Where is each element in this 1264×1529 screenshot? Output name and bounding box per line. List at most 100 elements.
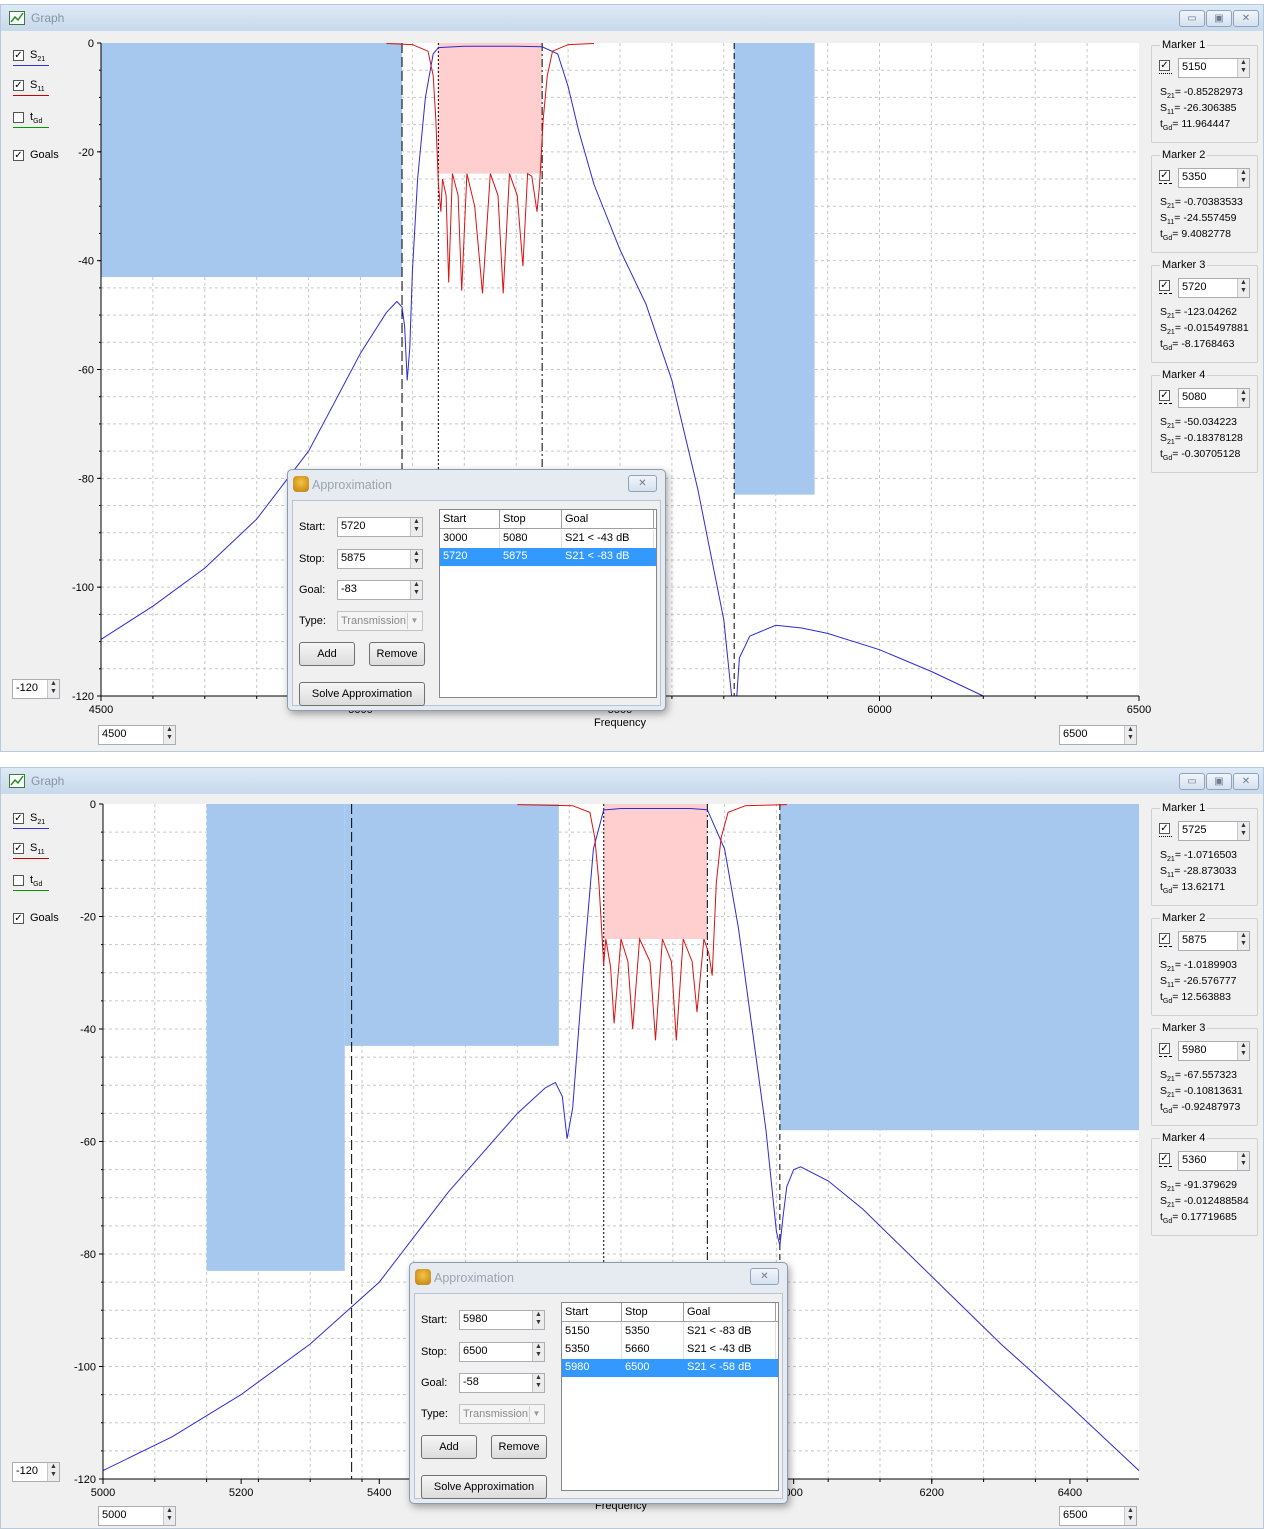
solve-approximation-button[interactable]: Solve Approximation (421, 1475, 547, 1499)
marker-checkbox[interactable]: ✓ (1159, 60, 1170, 71)
xmax-spinner[interactable]: ▲▼ (1059, 1506, 1137, 1526)
checkbox[interactable]: ✓ (13, 843, 24, 854)
goal-input[interactable] (341, 583, 401, 595)
column-header[interactable]: Stop (622, 1303, 684, 1321)
xmax-input[interactable] (1063, 1509, 1123, 1521)
goal-spinner[interactable]: ▲▼ (459, 1373, 545, 1393)
marker-frequency-spinner[interactable]: ▲▼ (1178, 1041, 1250, 1061)
marker-frequency-spinner[interactable]: ▲▼ (1178, 168, 1250, 188)
marker-frequency-spinner[interactable]: ▲▼ (1178, 388, 1250, 408)
spin-arrows[interactable]: ▲ ▼ (163, 1507, 175, 1525)
remove-button[interactable]: Remove (369, 642, 425, 666)
spin-arrows[interactable]: ▲ ▼ (1237, 169, 1249, 187)
stop-spinner[interactable]: ▲▼ (459, 1342, 545, 1362)
marker-frequency-input[interactable] (1182, 61, 1232, 73)
spin-arrows[interactable]: ▲ ▼ (1124, 1507, 1136, 1525)
stop-input[interactable] (341, 552, 401, 564)
start-input[interactable] (341, 520, 401, 532)
add-button[interactable]: Add (299, 642, 355, 666)
minimize-button[interactable]: ▭ (1179, 773, 1205, 790)
ymin-spinner[interactable]: ▲▼ (12, 679, 60, 699)
checkbox[interactable]: ✓ (13, 150, 24, 161)
spin-arrows[interactable]: ▲ ▼ (410, 550, 422, 568)
checkbox[interactable] (13, 875, 24, 886)
remove-button[interactable]: Remove (491, 1435, 547, 1459)
spin-arrows[interactable]: ▲ ▼ (1237, 822, 1249, 840)
maximize-button[interactable]: ▣ (1206, 10, 1232, 27)
spin-arrows[interactable]: ▲ ▼ (410, 581, 422, 599)
stop-input[interactable] (463, 1345, 523, 1357)
start-input[interactable] (463, 1313, 523, 1325)
marker-frequency-spinner[interactable]: ▲▼ (1178, 821, 1250, 841)
add-button[interactable]: Add (421, 1435, 477, 1459)
spin-arrows[interactable]: ▲ ▼ (410, 518, 422, 536)
dialog-close-button[interactable]: ✕ (628, 475, 657, 492)
marker-frequency-spinner[interactable]: ▲▼ (1178, 931, 1250, 951)
goal-row[interactable]: 5150 5350 S21 < -83 dB (562, 1323, 778, 1341)
spin-arrows[interactable]: ▲ ▼ (1237, 1152, 1249, 1170)
ymin-spinner[interactable]: ▲▼ (12, 1462, 60, 1482)
spin-arrows[interactable]: ▲ ▼ (532, 1343, 544, 1361)
marker-frequency-input[interactable] (1182, 281, 1232, 293)
marker-checkbox[interactable]: ✓ (1159, 823, 1170, 834)
goal-row[interactable]: 3000 5080 S21 < -43 dB (440, 530, 656, 548)
checkbox[interactable]: ✓ (13, 50, 24, 61)
marker-frequency-input[interactable] (1182, 171, 1232, 183)
spin-arrows[interactable]: ▲ ▼ (1237, 1042, 1249, 1060)
close-button[interactable]: ✕ (1233, 773, 1259, 790)
marker-frequency-input[interactable] (1182, 1044, 1232, 1056)
goal-spinner[interactable]: ▲▼ (337, 580, 423, 600)
column-header[interactable]: Goal (684, 1303, 776, 1321)
solve-approximation-button[interactable]: Solve Approximation (299, 682, 425, 706)
minimize-button[interactable]: ▭ (1179, 10, 1205, 27)
xmin-spinner[interactable]: ▲▼ (98, 1506, 176, 1526)
spin-arrows[interactable]: ▲ ▼ (1237, 279, 1249, 297)
marker-frequency-input[interactable] (1182, 1154, 1232, 1166)
marker-checkbox[interactable]: ✓ (1159, 280, 1170, 291)
goal-row[interactable]: 5720 5875 S21 < -83 dB (440, 548, 656, 566)
marker-frequency-spinner[interactable]: ▲▼ (1178, 58, 1250, 78)
xmin-spinner[interactable]: ▲▼ (98, 725, 176, 745)
checkbox[interactable]: ✓ (13, 813, 24, 824)
marker-checkbox[interactable]: ✓ (1159, 170, 1170, 181)
marker-frequency-input[interactable] (1182, 824, 1232, 836)
xmax-spinner[interactable]: ▲▼ (1059, 725, 1137, 745)
spin-arrows[interactable]: ▲ ▼ (532, 1311, 544, 1329)
marker-checkbox[interactable]: ✓ (1159, 390, 1170, 401)
checkbox[interactable]: ✓ (13, 913, 24, 924)
xmax-input[interactable] (1063, 728, 1123, 740)
checkbox[interactable]: ✓ (13, 80, 24, 91)
maximize-button[interactable]: ▣ (1206, 773, 1232, 790)
close-button[interactable]: ✕ (1233, 10, 1259, 27)
column-header[interactable]: Goal (562, 510, 654, 528)
spin-arrows[interactable]: ▲ ▼ (1237, 389, 1249, 407)
spin-arrows[interactable]: ▲ ▼ (47, 680, 59, 698)
goals-list[interactable]: Start Stop Goal 3000 5080 S21 < -43 dB 5720 587… (439, 509, 657, 698)
marker-checkbox[interactable]: ✓ (1159, 1043, 1170, 1054)
spin-arrows[interactable]: ▲ ▼ (1237, 59, 1249, 77)
xmin-input[interactable] (102, 728, 162, 740)
goal-input[interactable] (463, 1376, 523, 1388)
goal-row[interactable]: 5350 5660 S21 < -43 dB (562, 1341, 778, 1359)
spin-arrows[interactable]: ▲ ▼ (1124, 726, 1136, 744)
goals-list[interactable]: Start Stop Goal 5150 5350 S21 < -83 dB 5350 566… (561, 1302, 779, 1491)
column-header[interactable]: Start (440, 510, 500, 528)
marker-checkbox[interactable]: ✓ (1159, 933, 1170, 944)
type-select[interactable]: Transmission ▼ (337, 611, 423, 631)
goal-row[interactable]: 5980 6500 S21 < -58 dB (562, 1359, 778, 1377)
marker-checkbox[interactable]: ✓ (1159, 1153, 1170, 1164)
ymin-input[interactable] (16, 1465, 46, 1477)
column-header[interactable]: Start (562, 1303, 622, 1321)
spin-arrows[interactable]: ▲ ▼ (163, 726, 175, 744)
dialog-close-button[interactable]: ✕ (750, 1268, 779, 1285)
start-spinner[interactable]: ▲▼ (459, 1310, 545, 1330)
column-header[interactable]: Stop (500, 510, 562, 528)
type-select[interactable]: Transmission ▼ (459, 1404, 545, 1424)
marker-frequency-input[interactable] (1182, 391, 1232, 403)
marker-frequency-spinner[interactable]: ▲▼ (1178, 278, 1250, 298)
marker-frequency-spinner[interactable]: ▲▼ (1178, 1151, 1250, 1171)
checkbox[interactable] (13, 112, 24, 123)
marker-frequency-input[interactable] (1182, 934, 1232, 946)
xmin-input[interactable] (102, 1509, 162, 1521)
spin-arrows[interactable]: ▲ ▼ (532, 1374, 544, 1392)
